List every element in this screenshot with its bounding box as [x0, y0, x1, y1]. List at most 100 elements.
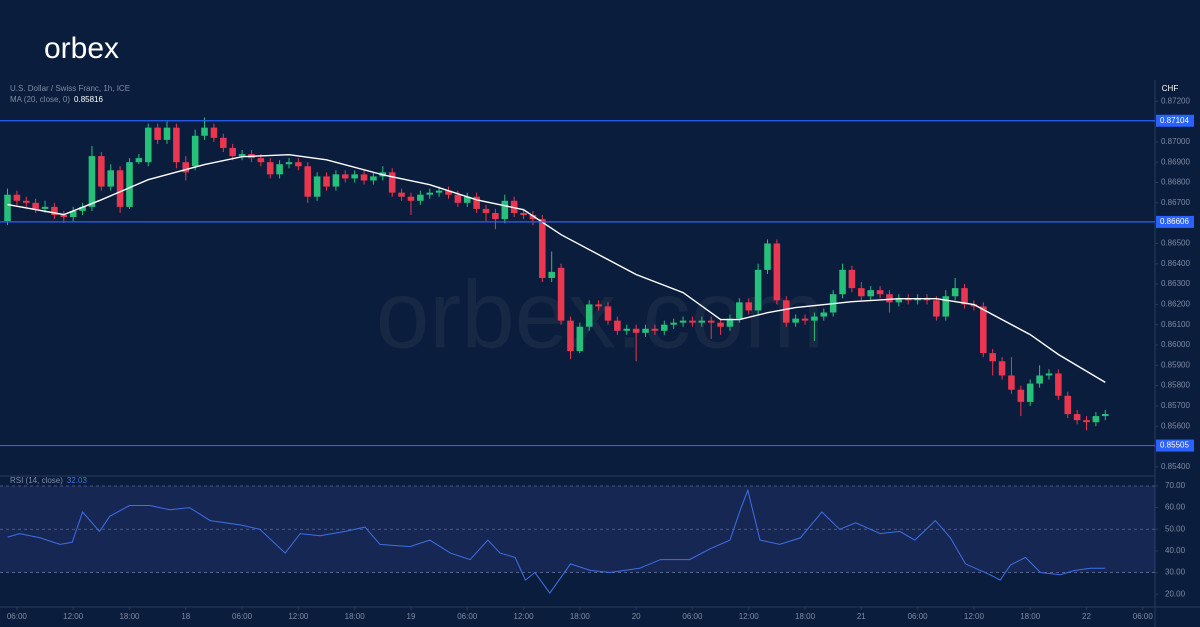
watermark: orbex.com — [376, 261, 824, 368]
level-label-box — [1156, 439, 1194, 452]
candle-body — [501, 200, 509, 220]
candle-body — [1064, 395, 1072, 415]
y-tick-label: 0.86500 — [1161, 239, 1190, 248]
candle-body — [201, 127, 208, 136]
ma-line — [7, 153, 1106, 384]
candle-body — [1008, 375, 1015, 390]
candle-body — [360, 174, 368, 181]
ma-value: 0.85816 — [74, 95, 103, 104]
candle-body — [154, 127, 161, 140]
candle-body — [32, 202, 39, 209]
candle-body — [257, 158, 265, 163]
candle-body — [689, 320, 696, 323]
x-tick-label: 06:00 — [908, 612, 929, 621]
candle-body — [886, 294, 893, 303]
candle-body — [13, 194, 21, 201]
x-tick-label: 06:00 — [7, 612, 28, 621]
candle-body — [398, 192, 405, 197]
candle-body — [717, 322, 724, 327]
candle-body — [144, 127, 152, 163]
candle-body — [370, 176, 377, 181]
candle-body — [773, 243, 781, 301]
rsi-value: 32.03 — [67, 476, 88, 485]
candle-body — [858, 288, 865, 297]
candle-body — [332, 174, 340, 187]
y-tick-label: 0.86300 — [1161, 279, 1190, 288]
x-tick-label: 20 — [632, 612, 641, 621]
candle-body — [60, 215, 68, 218]
candle-body — [961, 288, 968, 305]
x-tick-label: 19 — [407, 612, 416, 621]
candle-body — [41, 206, 49, 209]
x-tick-label: 12:00 — [514, 612, 535, 621]
candle-body — [388, 172, 396, 193]
candle-body — [754, 269, 762, 311]
candle-body — [266, 162, 274, 175]
candle-body — [839, 269, 846, 295]
candle-body — [510, 200, 518, 213]
y-tick-label: 0.86900 — [1161, 157, 1190, 166]
candle-body — [182, 162, 190, 173]
candle-body — [895, 298, 903, 303]
rsi-line — [7, 488, 1106, 594]
x-tick-label: 21 — [857, 612, 866, 621]
candle-body — [539, 219, 546, 278]
candle-body — [801, 318, 809, 321]
candle-body — [210, 127, 218, 138]
candle-body — [614, 320, 621, 331]
level-label: 0.87104 — [1160, 116, 1189, 125]
candle-body — [782, 300, 790, 323]
level-label-box — [1156, 215, 1194, 228]
x-tick-label: 06:00 — [1133, 612, 1154, 621]
candle-body — [473, 196, 480, 209]
candle-body — [79, 206, 86, 211]
candle-body — [295, 162, 302, 167]
candle-body — [1101, 414, 1109, 417]
candle-body — [980, 306, 987, 354]
y-tick-label: 0.85700 — [1161, 401, 1190, 410]
rsi-name: RSI (14, close) — [10, 476, 63, 485]
x-tick-label: 18 — [181, 612, 190, 621]
candle-body — [736, 302, 743, 319]
candle-body — [557, 267, 565, 321]
rsi-tick-label: 40.00 — [1165, 546, 1186, 555]
y-tick-label: 0.86200 — [1161, 299, 1190, 308]
y-tick-label: 0.86800 — [1161, 178, 1190, 187]
candle-body — [623, 328, 631, 331]
candle-body — [1045, 373, 1053, 376]
x-tick-label: 12:00 — [288, 612, 309, 621]
candle-body — [876, 290, 884, 295]
candle-body — [651, 328, 659, 331]
x-tick-label: 12:00 — [964, 612, 985, 621]
x-tick-label: 18:00 — [795, 612, 816, 621]
candle-body — [445, 190, 452, 195]
candle-body — [22, 200, 30, 203]
candle-body — [520, 212, 527, 215]
candle-body — [107, 170, 114, 187]
candle-body — [670, 322, 677, 325]
candle-body — [126, 162, 133, 207]
x-tick-label: 06:00 — [682, 612, 703, 621]
candle-body — [351, 174, 358, 179]
candle-body — [933, 300, 940, 317]
candle-body — [304, 166, 312, 197]
x-tick-label: 18:00 — [570, 612, 591, 621]
candle-body — [567, 320, 574, 352]
candle-body — [482, 208, 490, 213]
candle-body — [848, 269, 856, 289]
x-tick-label: 06:00 — [457, 612, 478, 621]
candle-body — [1036, 375, 1043, 384]
candle-body — [313, 176, 321, 197]
candle-body — [726, 318, 734, 327]
candle-body — [679, 320, 687, 323]
y-tick-label: 0.85800 — [1161, 381, 1190, 390]
candle-body — [585, 304, 593, 327]
candle-body — [1092, 416, 1100, 423]
x-tick-label: 22 — [1082, 612, 1091, 621]
y-tick-label: 0.86100 — [1161, 320, 1190, 329]
candle-body — [595, 304, 602, 307]
candle-body — [98, 156, 105, 187]
candle-body — [69, 210, 77, 218]
